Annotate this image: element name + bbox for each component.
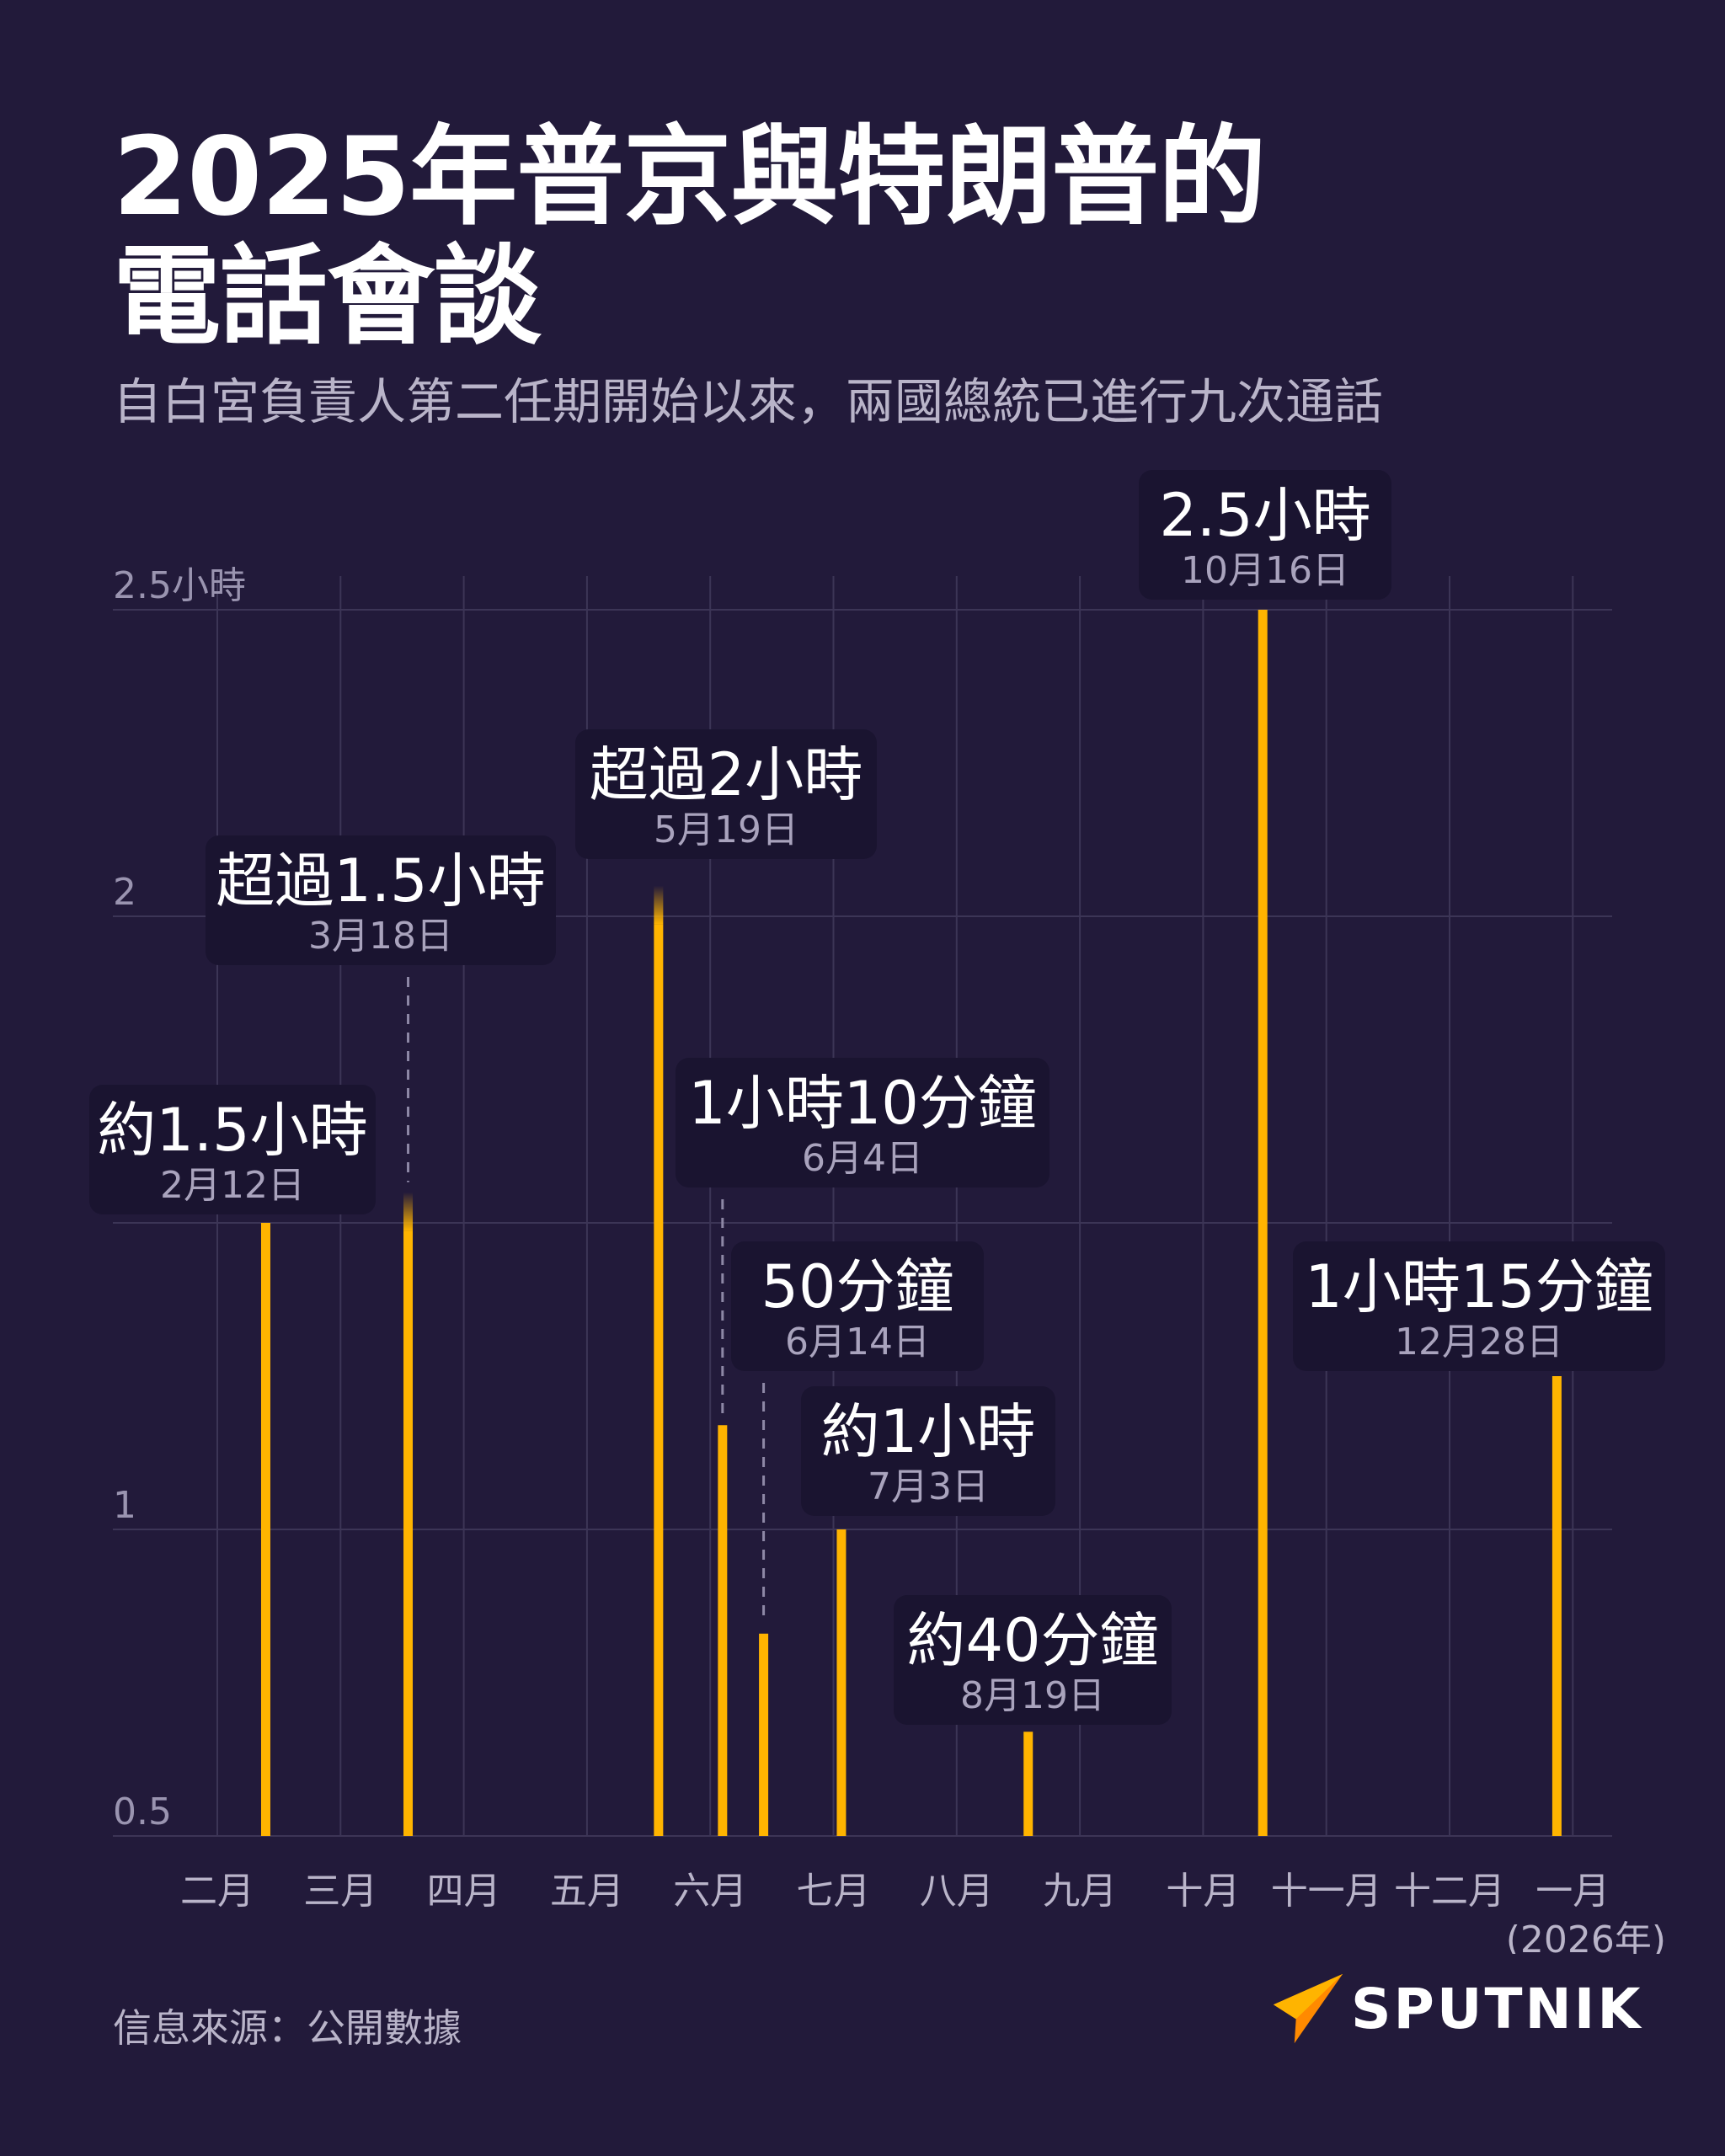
- sputnik-flame-icon: [1273, 1973, 1343, 2044]
- title-line-1: 2025年普京與特朗普的: [113, 115, 1266, 240]
- call-duration-label: 超過1.5小時: [216, 846, 545, 915]
- callout-box: [894, 1595, 1172, 1725]
- call-duration-label: 約1小時: [821, 1397, 1036, 1466]
- brand-name: SPUTNIK: [1351, 1976, 1643, 2041]
- x-tick-label: 七月: [797, 1870, 871, 1913]
- y-tick-label: 1: [113, 1484, 136, 1527]
- title-line-2: 電話會談: [113, 234, 542, 360]
- call-date-label: 8月19日: [960, 1674, 1105, 1717]
- callout-box: [731, 1241, 984, 1371]
- call-duration-label: 50分鐘: [761, 1252, 953, 1321]
- call-duration-label: 超過2小時: [590, 740, 863, 809]
- chart-title: 2025年普京與特朗普的 電話會談: [113, 115, 1266, 360]
- chart-bars: [260, 610, 1562, 1836]
- callout-box: [676, 1058, 1049, 1187]
- call-duration-label: 1小時10分鐘: [688, 1069, 1037, 1138]
- x-tick-label: 十二月: [1394, 1870, 1505, 1913]
- call-date-label: 5月19日: [654, 808, 798, 851]
- call-duration-label: 約1.5小時: [97, 1096, 367, 1165]
- x-tick-label: 十月: [1166, 1870, 1240, 1913]
- x-tick-label: 三月: [303, 1870, 377, 1913]
- callout-box: [89, 1085, 376, 1214]
- call-bar-fade: [654, 885, 664, 925]
- call-bar: [1258, 610, 1268, 1836]
- callout-box: [575, 729, 877, 859]
- callout-box: [206, 835, 556, 965]
- call-date-label: 6月14日: [785, 1321, 930, 1364]
- x-tick-label: 九月: [1043, 1870, 1117, 1913]
- call-date-label: 6月4日: [802, 1137, 923, 1180]
- callout-box: [1293, 1241, 1665, 1371]
- callout-box: [1139, 470, 1391, 600]
- call-date-label: 3月18日: [308, 915, 453, 958]
- call-bar: [836, 1529, 846, 1836]
- call-bar: [759, 1633, 769, 1836]
- call-bar: [1023, 1732, 1033, 1836]
- call-date-label: 2月12日: [160, 1164, 305, 1207]
- call-bar: [403, 1230, 414, 1836]
- x-tick-label: 四月: [427, 1870, 501, 1913]
- x-tick-label: 六月: [673, 1870, 747, 1913]
- call-bar: [654, 924, 664, 1836]
- callout-box: [801, 1386, 1055, 1516]
- chart-subtitle: 自白宮負責人第二任期開始以來，兩國總統已進行九次通話: [113, 373, 1384, 430]
- call-duration-chart: 二月 三月 四月 五月 六月 七月 八月 九月 十月 十一月 十二月 一月 (2026年) 2.5小時 2 1…: [89, 470, 1666, 1954]
- call-bar-fade: [403, 1192, 414, 1231]
- x-tick-label: 五月: [550, 1870, 624, 1913]
- y-tick-label: 2: [113, 871, 136, 914]
- chart-callouts: 約1.5小時2月12日超過1.5小時3月18日超過2小時5月19日1小時10分鐘…: [89, 470, 1665, 1725]
- call-date-label: 10月16日: [1181, 549, 1349, 592]
- call-bar: [1551, 1376, 1562, 1836]
- x-tick-label: 一月: [1535, 1870, 1610, 1913]
- y-tick-label: 2.5小時: [113, 564, 246, 607]
- x-tick-label: 十一月: [1271, 1870, 1382, 1913]
- sputnik-logo: SPUTNIK: [1272, 1971, 1642, 2047]
- call-bar: [260, 1223, 270, 1836]
- call-duration-label: 1小時15分鐘: [1305, 1252, 1653, 1321]
- x-axis-note: (2026年): [1506, 1919, 1666, 1954]
- y-tick-label: 0.5: [113, 1790, 172, 1833]
- x-tick-label: 二月: [180, 1870, 254, 1913]
- call-duration-label: 約40分鐘: [906, 1606, 1158, 1675]
- call-date-label: 12月28日: [1395, 1321, 1563, 1364]
- call-bar: [718, 1425, 728, 1836]
- source-note: 信息來源：公開數據: [113, 2005, 462, 2051]
- x-tick-label: 八月: [920, 1870, 994, 1913]
- call-duration-label: 2.5小時: [1159, 481, 1370, 550]
- call-date-label: 7月3日: [868, 1465, 989, 1508]
